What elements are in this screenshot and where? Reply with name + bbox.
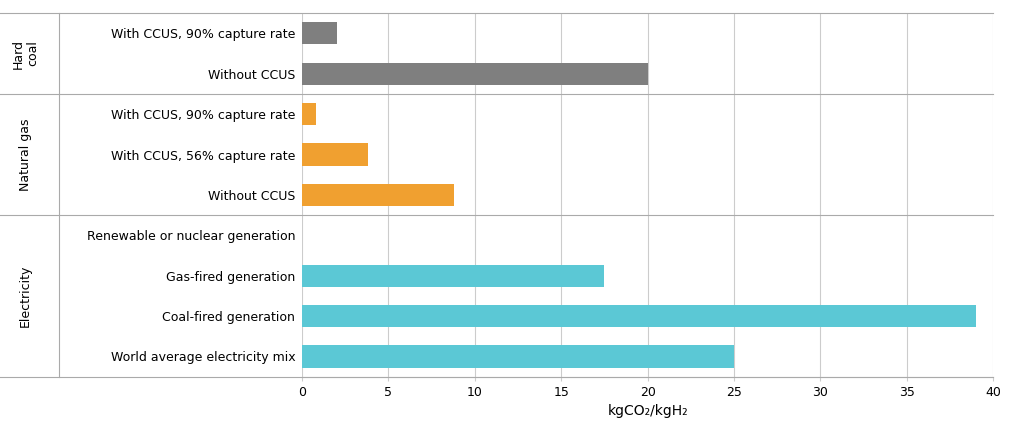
Bar xyxy=(302,22,337,44)
Bar xyxy=(302,265,604,287)
Bar xyxy=(302,143,368,166)
Text: Electricity: Electricity xyxy=(19,265,32,327)
Bar xyxy=(302,63,648,85)
X-axis label: kgCO₂/kgH₂: kgCO₂/kgH₂ xyxy=(607,404,688,418)
Bar xyxy=(302,103,315,125)
Bar xyxy=(302,346,734,367)
Text: Natural gas: Natural gas xyxy=(19,118,32,191)
Bar xyxy=(302,184,455,206)
Bar xyxy=(302,305,976,327)
Text: Hard
coal: Hard coal xyxy=(11,39,40,68)
